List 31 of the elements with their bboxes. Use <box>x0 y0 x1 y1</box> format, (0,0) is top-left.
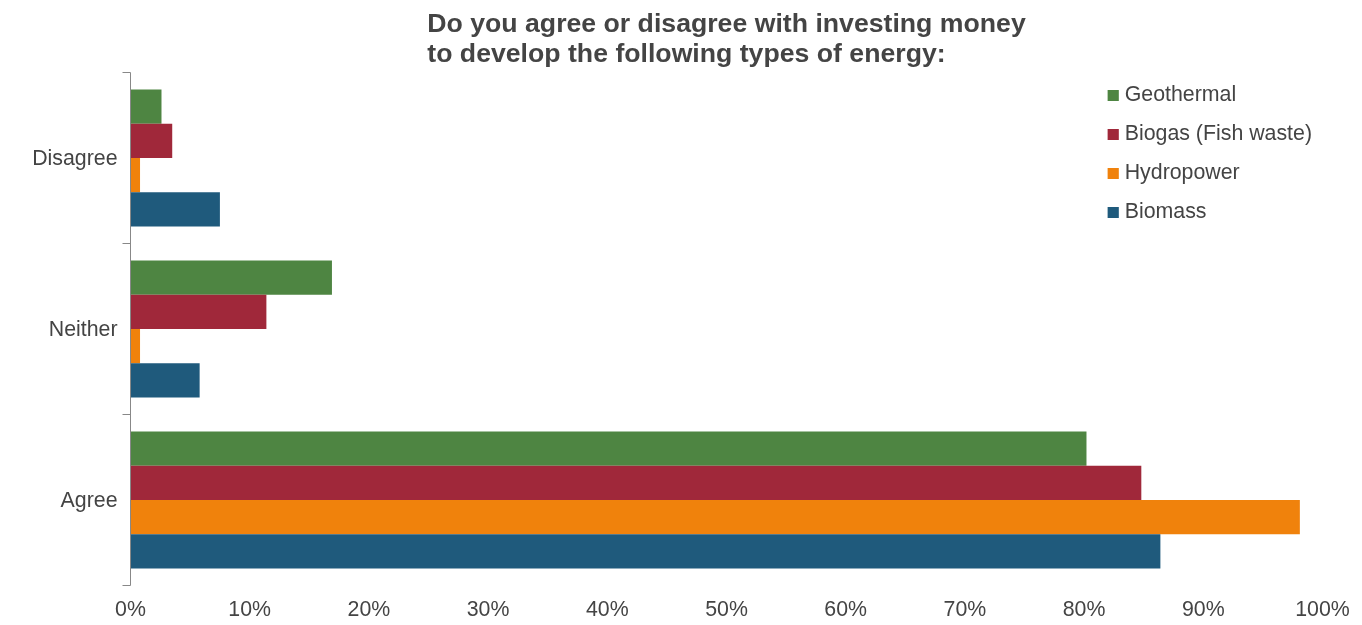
chart-title: Do you agree or disagree with investing money to develop the following types of energy: <box>427 7 1026 68</box>
x-tick-label: 30% <box>466 596 510 621</box>
x-tick-label: 90% <box>1181 596 1225 621</box>
bar <box>130 329 141 364</box>
bar <box>130 534 1161 569</box>
x-tick-label: 80% <box>1062 596 1106 621</box>
bar <box>130 294 267 329</box>
x-tick-label: 10% <box>228 596 272 621</box>
legend-label: Hydropower <box>1124 160 1240 185</box>
x-tick-label: 20% <box>347 596 391 621</box>
x-tick-label: 60% <box>824 596 868 621</box>
bar <box>130 431 1087 466</box>
bar <box>130 89 162 124</box>
bar <box>130 158 141 193</box>
y-tick-label: Agree <box>60 488 118 512</box>
x-tick-label: 50% <box>705 596 748 621</box>
bar <box>130 260 332 295</box>
bar <box>130 465 1142 500</box>
bar <box>130 192 220 227</box>
bar <box>130 363 200 398</box>
bar <box>130 500 1300 535</box>
y-tick-label: Disagree <box>32 146 118 170</box>
x-tick-label: 40% <box>585 596 629 621</box>
y-tick-label: Neither <box>48 317 118 341</box>
x-tick-label: 100% <box>1295 596 1350 621</box>
legend-label: Biomass <box>1124 199 1207 224</box>
legend-label: Geothermal <box>1124 82 1237 107</box>
x-tick-label: 70% <box>943 596 987 621</box>
bar <box>130 123 173 158</box>
x-tick-label: 0% <box>115 596 146 621</box>
legend-label: Biogas (Fish waste) <box>1124 121 1312 146</box>
